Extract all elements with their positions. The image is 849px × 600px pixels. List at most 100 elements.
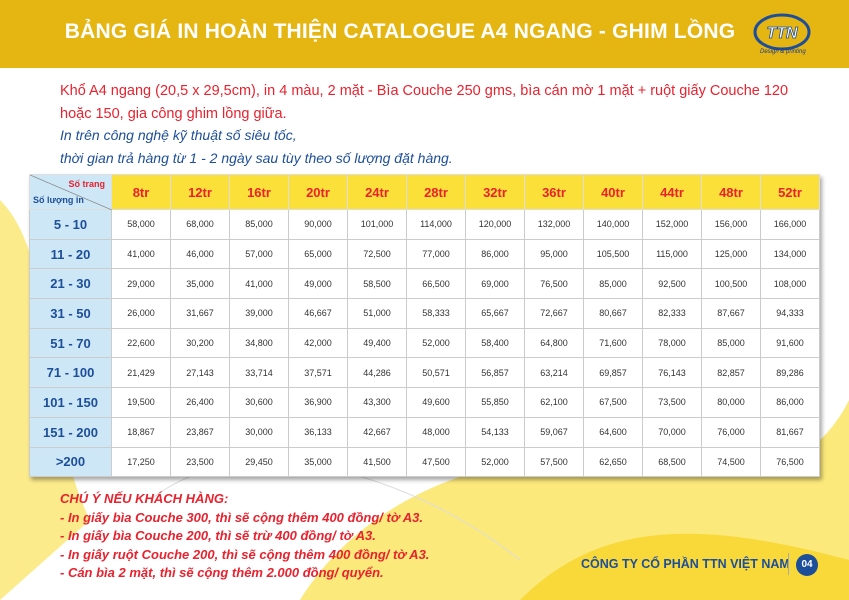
row-header: 5 - 10 [29,209,112,240]
price-cell: 30,200 [170,327,230,359]
column-header: 44tr [642,174,702,210]
price-cell: 86,000 [465,238,525,270]
price-cell: 114,000 [406,209,466,240]
price-cell: 41,000 [111,238,171,270]
notes: CHÚ Ý NẾU KHÁCH HÀNG: - In giấy bìa Couc… [60,490,429,583]
price-cell: 67,500 [583,387,643,418]
price-cell: 65,000 [288,238,348,270]
price-cell: 80,000 [701,387,761,418]
table-row: 51 - 70 22,600 30,200 34,800 42,000 49,400 52,… [29,327,820,359]
price-cell: 85,000 [583,268,643,300]
price-cell: 76,500 [760,446,820,478]
price-cell: 68,000 [170,209,230,240]
row-header: 51 - 70 [29,327,112,359]
price-cell: 72,500 [347,238,407,270]
ttn-logo: TTN [753,13,811,51]
price-cell: 18,867 [111,416,171,448]
price-cell: 33,714 [229,357,289,389]
row-header: 151 - 200 [29,416,112,448]
price-cell: 34,800 [229,327,289,359]
price-cell: 72,667 [524,298,584,329]
price-cell: 43,300 [347,387,407,418]
price-cell: 49,400 [347,327,407,359]
price-cell: 39,000 [229,298,289,329]
price-cell: 48,000 [406,416,466,448]
price-cell: 58,000 [111,209,171,240]
pages-label: Số trang [68,179,105,189]
price-cell: 82,333 [642,298,702,329]
price-cell: 58,500 [347,268,407,300]
price-cell: 58,333 [406,298,466,329]
price-cell: 132,000 [524,209,584,240]
price-cell: 71,600 [583,327,643,359]
price-cell: 87,667 [701,298,761,329]
price-cell: 30,600 [229,387,289,418]
price-cell: 35,000 [170,268,230,300]
price-cell: 89,286 [760,357,820,389]
price-cell: 41,000 [229,268,289,300]
service-note: In trên công nghệ kỹ thuật số siêu tốc, … [60,124,453,170]
price-cell: 108,000 [760,268,820,300]
price-cell: 78,000 [642,327,702,359]
price-cell: 23,500 [170,446,230,478]
row-header: 11 - 20 [29,238,112,270]
price-cell: 90,000 [288,209,348,240]
price-cell: 85,000 [229,209,289,240]
column-header: 16tr [229,174,289,210]
column-header: 12tr [170,174,230,210]
price-cell: 125,000 [701,238,761,270]
price-cell: 120,000 [465,209,525,240]
table-row: 11 - 20 41,000 46,000 57,000 65,000 72,500 77,… [29,238,820,270]
price-cell: 49,600 [406,387,466,418]
column-header: 48tr [701,174,761,210]
note-item: - Cán bìa 2 mặt, thì sẽ cộng thêm 2.000 … [60,565,384,580]
price-cell: 30,000 [229,416,289,448]
column-header: 24tr [347,174,407,210]
table-row: 21 - 30 29,000 35,000 41,000 49,000 58,500 66,… [29,268,820,300]
price-cell: 76,000 [701,416,761,448]
price-cell: 86,000 [760,387,820,418]
row-header: 101 - 150 [29,387,112,418]
page-title: BẢNG GIÁ IN HOÀN THIỆN CATALOGUE A4 NGAN… [64,20,736,43]
price-table: Số trang Số lượng in 8tr 12tr 16tr 20tr 24tr… [29,174,820,478]
company-name: CÔNG TY CỔ PHẦN TTN VIỆT NAM [581,557,790,571]
price-cell: 77,000 [406,238,466,270]
price-cell: 36,900 [288,387,348,418]
price-cell: 62,650 [583,446,643,478]
column-header: 20tr [288,174,348,210]
price-cell: 76,143 [642,357,702,389]
logo-tagline: Design & printing [760,49,806,55]
price-cell: 23,867 [170,416,230,448]
column-header: 28tr [406,174,466,210]
price-cell: 64,800 [524,327,584,359]
price-cell: 17,250 [111,446,171,478]
service-note-line: In trên công nghệ kỹ thuật số siêu tốc, [60,127,297,143]
price-cell: 63,214 [524,357,584,389]
price-cell: 105,500 [583,238,643,270]
price-cell: 19,500 [111,387,171,418]
price-cell: 73,500 [642,387,702,418]
price-cell: 50,571 [406,357,466,389]
price-cell: 94,333 [760,298,820,329]
price-cell: 41,500 [347,446,407,478]
price-cell: 152,000 [642,209,702,240]
price-cell: 66,500 [406,268,466,300]
column-header: 36tr [524,174,584,210]
price-cell: 29,450 [229,446,289,478]
price-cell: 52,000 [406,327,466,359]
column-header: 32tr [465,174,525,210]
price-cell: 62,100 [524,387,584,418]
price-cell: 27,143 [170,357,230,389]
price-cell: 59,067 [524,416,584,448]
price-cell: 52,000 [465,446,525,478]
price-cell: 54,133 [465,416,525,448]
quantity-label: Số lượng in [33,195,84,205]
price-cell: 64,600 [583,416,643,448]
price-cell: 95,000 [524,238,584,270]
price-cell: 35,000 [288,446,348,478]
price-cell: 31,667 [170,298,230,329]
price-cell: 166,000 [760,209,820,240]
price-cell: 74,500 [701,446,761,478]
note-item: - In giấy bìa Couche 200, thì sẽ trừ 400… [60,528,376,543]
